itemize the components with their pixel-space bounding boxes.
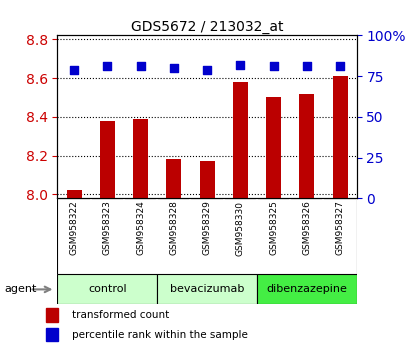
Text: GSM958330: GSM958330 [235, 200, 244, 256]
Point [203, 67, 210, 73]
Title: GDS5672 / 213032_at: GDS5672 / 213032_at [130, 21, 283, 34]
Text: control: control [88, 284, 126, 295]
Bar [66, 190, 81, 354]
Text: agent: agent [4, 284, 36, 295]
Point [336, 63, 342, 69]
Point [137, 63, 144, 69]
Bar [46, 328, 58, 341]
Text: dibenzazepine: dibenzazepine [266, 284, 346, 295]
Point [71, 67, 77, 73]
Text: GSM958328: GSM958328 [169, 200, 178, 255]
Bar [166, 159, 181, 354]
Point [104, 63, 110, 69]
Point [270, 63, 276, 69]
Bar [299, 93, 314, 354]
Bar [232, 82, 247, 354]
Text: GSM958322: GSM958322 [70, 200, 79, 255]
Text: GSM958329: GSM958329 [202, 200, 211, 255]
Text: GSM958325: GSM958325 [268, 200, 277, 255]
Bar [99, 121, 115, 354]
Bar [256, 274, 356, 304]
Bar [199, 161, 214, 354]
Bar [265, 97, 280, 354]
Point [236, 62, 243, 68]
Text: percentile rank within the sample: percentile rank within the sample [72, 330, 247, 340]
Point [170, 65, 177, 71]
Point [303, 63, 309, 69]
Bar [57, 274, 157, 304]
Text: bevacizumab: bevacizumab [169, 284, 244, 295]
Text: GSM958327: GSM958327 [335, 200, 344, 255]
Bar [157, 274, 256, 304]
Text: transformed count: transformed count [72, 310, 169, 320]
Text: GSM958323: GSM958323 [103, 200, 112, 255]
Text: GSM958324: GSM958324 [136, 200, 145, 255]
Text: GSM958326: GSM958326 [301, 200, 310, 255]
Bar [133, 119, 148, 354]
Bar [46, 308, 58, 322]
Bar [332, 76, 347, 354]
